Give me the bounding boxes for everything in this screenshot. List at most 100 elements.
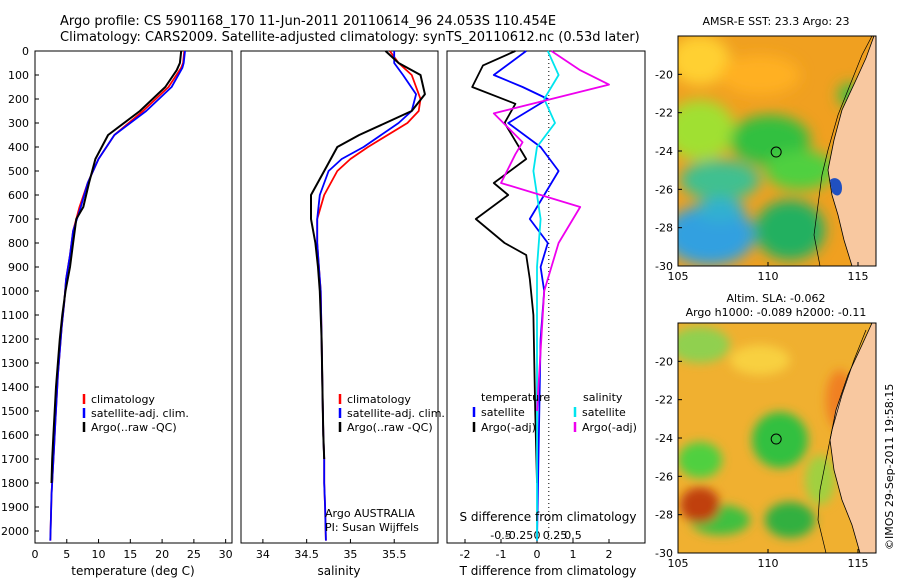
series-line-temperature-satellite-adj-clim-	[49, 50, 186, 541]
sla-map-lat-tick-label: -24	[655, 432, 673, 445]
depth-tick-label: 300	[8, 117, 29, 130]
depth-tick-label: 700	[8, 213, 29, 226]
series-line-temperature-argo-raw-qc-	[50, 50, 183, 484]
depth-tick-label: 1700	[1, 453, 29, 466]
sla-map-subtitle: Argo h1000: -0.089 h2000: -0.11	[686, 306, 867, 319]
difference-legend-label: Argo(-adj)	[582, 421, 637, 434]
salinity-xtick-label: 35	[343, 548, 357, 561]
float-pi-label: PI: Susan Wijffels	[325, 521, 419, 534]
salinity-xtick-label: 34	[256, 548, 270, 561]
temperature-panel: 0100200300400500600700800900100011001200…	[1, 45, 233, 578]
salinity-panel: 34 34.5 35 35.5 salinity climatologysatelli…	[240, 50, 445, 578]
depth-tick-label: 1100	[1, 309, 29, 322]
sla-map-lat-tick-label: -20	[655, 355, 673, 368]
temperature-xtick-label: 25	[187, 548, 201, 561]
sst-map-title: AMSR-E SST: 23.3 Argo: 23	[702, 15, 849, 28]
imos-timestamp: ©IMOS 29-Sep-2011 19:58:15	[883, 384, 896, 550]
sst-map-lon-tick-label: 105	[668, 270, 689, 283]
series-line-salinity-argo-raw-qc-	[310, 50, 426, 460]
series-line-salinity-climatology	[316, 50, 422, 541]
float-program-label: Argo AUSTRALIA	[325, 507, 415, 520]
series-line-temperature-satellite	[492, 50, 560, 541]
temperature-xtick-label: 0	[32, 548, 39, 561]
depth-tick-label: 1600	[1, 429, 29, 442]
sst-map-lon-tick-label: 115	[848, 270, 869, 283]
legend-title-temperature: temperature	[481, 391, 550, 404]
temperature-xtick-label: 5	[63, 548, 70, 561]
depth-tick-label: 600	[8, 189, 29, 202]
temperature-difference-xtick-label: 0	[534, 548, 541, 561]
salinity-difference-tick-label: 0.25	[543, 529, 568, 542]
series-line-salinity-satellite-adj-clim-	[316, 51, 418, 541]
difference-legend-label: Argo(-adj)	[481, 421, 536, 434]
salinity-legend-label: Argo(..raw -QC)	[347, 421, 433, 434]
temperature-difference-xtick-label: 2	[606, 548, 613, 561]
temperature-axes-frame	[34, 50, 233, 544]
sla-map-lat-tick-label: -30	[655, 547, 673, 560]
temperature-xlabel: temperature (deg C)	[71, 564, 194, 578]
legend-title-salinity: salinity	[583, 391, 623, 404]
sst-map-lon-tick-label: 110	[758, 270, 779, 283]
sst-map-lat-tick-label: -28	[655, 222, 673, 235]
depth-tick-label: 1800	[1, 477, 29, 490]
temperature-difference-xtick-label: -1	[496, 548, 507, 561]
sla-map-lon-tick-label: 105	[668, 557, 689, 570]
sla-map-lat-tick-label: -26	[655, 470, 673, 483]
depth-tick-label: 1400	[1, 381, 29, 394]
temperature-legend-label: climatology	[91, 393, 155, 406]
difference-panel: -2 -1 0 1 2 -0.5-0.25 0 0.250.5 S difference f…	[446, 50, 646, 578]
sst-map-lat-tick-label: -26	[655, 183, 673, 196]
sla-map-title: Altim. SLA: -0.062	[726, 292, 825, 305]
temperature-xtick-label: 20	[155, 548, 169, 561]
difference-legend: temperature salinity satellite Argo(-adj) sa…	[472, 391, 637, 434]
salinity-xtick-label: 35.5	[382, 548, 407, 561]
series-line-salinity-argo-adj-	[492, 50, 610, 412]
depth-tick-label: 1300	[1, 357, 29, 370]
sla-map-lat-tick-label: -22	[655, 394, 673, 407]
temperature-legend-label: satellite-adj. clim.	[91, 407, 189, 420]
temperature-xtick-label: 30	[219, 548, 233, 561]
sst-argo-position-marker	[770, 146, 782, 158]
salinity-difference-tick-label: 0.5	[564, 529, 582, 542]
sst-map-lat-tick-label: -30	[655, 260, 673, 273]
depth-tick-label: 0	[22, 45, 29, 58]
depth-tick-label: 1200	[1, 333, 29, 346]
sst-map-lat-tick-label: -22	[655, 107, 673, 120]
header-subtitle: Climatology: CARS2009. Satellite-adjuste…	[60, 30, 640, 45]
sla-argo-position-marker	[770, 433, 782, 445]
temperature-difference-xtick-label: 1	[570, 548, 577, 561]
depth-tick-label: 200	[8, 93, 29, 106]
depth-tick-label: 1000	[1, 285, 29, 298]
sla-map: Altim. SLA: -0.062 Argo h1000: -0.089 h2…	[655, 292, 877, 570]
salinity-legend-label: satellite-adj. clim.	[347, 407, 445, 420]
salinity-legend-label: climatology	[347, 393, 411, 406]
depth-tick-label: 1900	[1, 501, 29, 514]
depth-tick-label: 500	[8, 165, 29, 178]
s-difference-label: S difference from climatology	[460, 510, 637, 524]
salinity-difference-tick-label: -0.5	[490, 529, 511, 542]
depth-tick-label: 100	[8, 69, 29, 82]
sst-map: AMSR-E SST: 23.3 Argo: 23 105 110 115 -20 -2…	[655, 15, 877, 283]
depth-tick-label: 800	[8, 237, 29, 250]
series-line-salinity-satellite	[532, 50, 560, 541]
salinity-xtick-label: 34.5	[294, 548, 319, 561]
temperature-difference-xtick-label: -2	[460, 548, 471, 561]
salinity-axes-frame	[240, 50, 439, 544]
difference-axes-frame	[446, 50, 646, 544]
sla-map-lat-tick-label: -28	[655, 509, 673, 522]
temperature-xtick-label: 10	[92, 548, 106, 561]
depth-tick-label: 400	[8, 141, 29, 154]
series-line-temperature-climatology	[49, 50, 186, 541]
series-line-temperature-argo-adj-	[471, 50, 538, 484]
header-title: Argo profile: CS 5901168_170 11-Jun-2011…	[60, 14, 557, 29]
sst-map-lat-tick-label: -20	[655, 68, 673, 81]
t-difference-label: T difference from climatology	[459, 564, 637, 578]
difference-legend-label: satellite	[481, 406, 525, 419]
depth-tick-label: 900	[8, 261, 29, 274]
depth-tick-label: 2000	[1, 525, 29, 538]
salinity-xlabel: salinity	[317, 564, 360, 578]
temperature-xtick-label: 15	[123, 548, 137, 561]
